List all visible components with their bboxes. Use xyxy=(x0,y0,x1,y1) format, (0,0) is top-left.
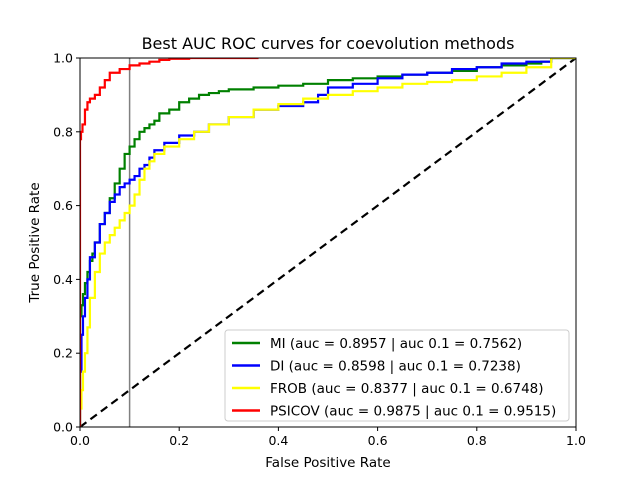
x-tick-label: 0.8 xyxy=(467,433,487,448)
legend-label: PSICOV (auc = 0.9875 | auc 0.1 = 0.9515) xyxy=(270,404,556,420)
y-axis: 0.0 0.2 0.4 0.6 0.8 1.0 xyxy=(53,51,80,435)
y-tick-label: 0.0 xyxy=(53,420,73,435)
plot-area xyxy=(80,58,576,427)
legend-box xyxy=(224,329,570,422)
y-tick-label: 0.2 xyxy=(53,346,73,361)
series-line-4 xyxy=(80,58,259,427)
y-tick-label: 0.6 xyxy=(53,198,73,213)
y-tick-label: 0.4 xyxy=(53,272,73,287)
x-tick-label: 1.0 xyxy=(566,433,586,448)
legend-label: DI (auc = 0.8598 | auc 0.1 = 0.7238) xyxy=(270,359,521,375)
chart-title: Best AUC ROC curves for coevolution meth… xyxy=(142,34,515,53)
y-tick-label: 1.0 xyxy=(53,51,73,66)
y-axis-title: True Positive Rate xyxy=(27,182,43,303)
x-axis: 0.0 0.2 0.4 0.6 0.8 1.0 xyxy=(70,427,586,448)
plot-frame xyxy=(79,57,577,428)
legend-label: FROB (auc = 0.8377 | auc 0.1 = 0.6748) xyxy=(270,381,544,397)
x-axis-title: False Positive Rate xyxy=(265,455,390,471)
x-tick-label: 0.4 xyxy=(268,433,288,448)
legend-label: MI (auc = 0.8957 | auc 0.1 = 0.7562) xyxy=(270,336,522,352)
x-tick-label: 0.0 xyxy=(70,433,90,448)
y-tick-label: 0.8 xyxy=(53,124,73,139)
plot-marks xyxy=(80,58,576,427)
series-line-3 xyxy=(80,58,576,427)
legend: MI (auc = 0.8957 | auc 0.1 = 0.7562) DI (… xyxy=(224,329,570,422)
x-tick-label: 0.2 xyxy=(169,433,189,448)
x-tick-label: 0.6 xyxy=(368,433,388,448)
